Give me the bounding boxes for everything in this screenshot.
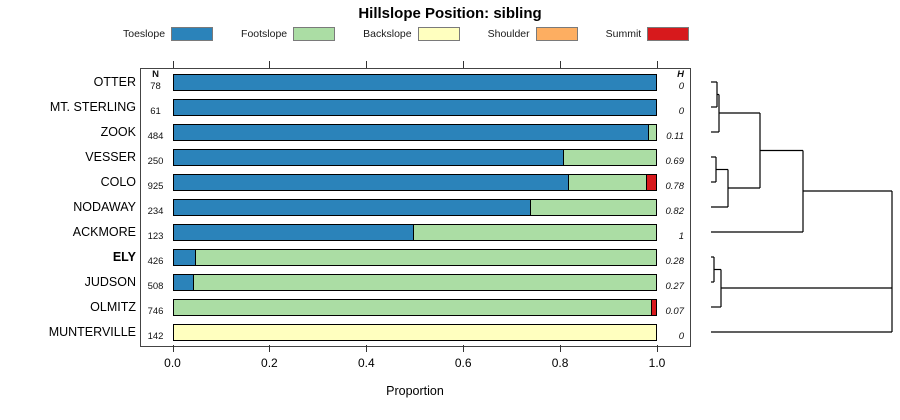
bar-segment [172,73,657,91]
bar-segment [645,173,657,191]
x-tick-mark-top [463,61,465,68]
legend-swatch [171,27,214,41]
y-axis-label: ELY [112,250,136,264]
legend-item: Summit [606,27,690,41]
x-tick-label: 0.8 [551,356,569,370]
legend-label: Shoulder [487,28,530,40]
h-value: 0.82 [665,206,685,217]
bar-segment [172,198,532,216]
x-tick-mark-top [269,61,271,68]
h-value: 1 [678,231,684,242]
h-value: 0 [678,331,684,342]
n-value: 142 [147,331,164,342]
bar-segment [529,198,657,216]
bar-segment [563,148,657,166]
legend-label: Summit [605,28,642,40]
legend: Toeslope Footslope Backslope Shoulder Summit [123,26,690,42]
legend-swatch [535,27,578,41]
x-tick-label: 0.2 [261,356,278,370]
x-tick-mark-top [366,61,368,68]
bar-segment [172,223,415,241]
y-axis-label: OTTER [93,75,136,89]
bar-segment [172,298,653,316]
plot-border [140,68,691,347]
legend-label: Backslope [363,28,412,40]
n-value: 925 [147,181,164,192]
h-value: 0.78 [665,181,685,192]
n-value: 250 [147,156,164,167]
n-value: 78 [150,81,161,92]
y-axis-label: MT. STERLING [49,100,136,114]
bar-segment [172,148,565,166]
bar-segment [650,298,657,316]
n-value: 123 [147,231,164,242]
bar-segment [568,173,648,191]
legend-label: Toeslope [123,28,166,40]
y-axis-label: OLMITZ [90,300,136,314]
h-value: 0.11 [666,131,684,142]
x-tick-label: 1.0 [648,356,666,370]
y-axis-label: COLO [100,175,136,189]
chart-title: Hillslope Position: sibling [358,5,542,22]
n-value: 746 [147,306,164,317]
cluster-dendrogram [711,81,893,333]
x-tick-label: 0.0 [164,356,181,370]
legend-item: Footslope [241,27,336,41]
legend-label: Footslope [241,28,288,40]
x-tick-mark [560,345,562,352]
y-axis-label: ACKMORE [72,225,136,239]
bar-segment [172,123,650,141]
x-tick-mark [172,345,174,352]
bar-segment [172,248,197,266]
bar-segment [648,123,657,141]
n-column-header: N [152,69,159,80]
x-tick-mark-top [657,61,658,68]
x-tick-label: 0.4 [357,356,375,370]
h-value: 0.69 [665,156,685,167]
bar-segment [172,273,195,291]
x-tick-label: 0.6 [454,356,472,370]
n-value: 508 [147,281,164,292]
x-tick-mark [657,345,658,352]
y-axis-label: NODAWAY [73,200,136,214]
legend-item: Toeslope [123,27,214,41]
h-value: 0 [678,81,684,92]
x-tick-mark-top [172,61,174,68]
n-value: 234 [147,206,164,217]
x-tick-mark [463,345,465,352]
y-axis-label: VESSER [85,150,136,164]
bar-segment [195,248,657,266]
n-value: 426 [147,256,164,267]
h-column-header: H [677,69,684,80]
n-value: 484 [147,131,164,142]
h-value: 0.28 [665,256,685,267]
h-value: 0 [678,106,684,117]
bar-segment [172,323,657,341]
legend-swatch [417,27,460,41]
x-tick-mark [269,345,271,352]
bar-segment [413,223,657,241]
y-axis-label: JUDSON [84,275,136,289]
x-tick-mark [366,345,368,352]
x-tick-mark-top [560,61,562,68]
bar-segment [192,273,657,291]
y-axis-label: MUNTERVILLE [48,325,136,339]
legend-item: Backslope [363,27,460,41]
bar-segment [172,173,570,191]
h-value: 0.07 [665,306,685,317]
bar-segment [172,98,657,116]
legend-swatch [293,27,336,41]
legend-swatch [647,27,690,41]
x-axis-label: Proportion [386,384,444,398]
legend-item: Shoulder [488,27,578,41]
h-value: 0.27 [665,281,685,292]
y-axis-label: ZOOK [100,125,136,139]
n-value: 61 [150,106,161,117]
